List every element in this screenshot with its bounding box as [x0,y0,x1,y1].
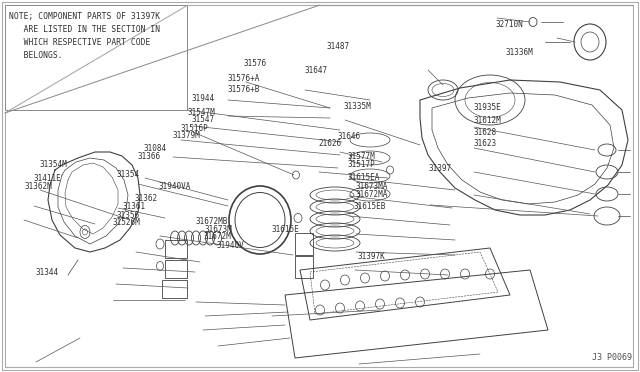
Bar [5,5,187,110]
Text: BELONGS.: BELONGS. [9,51,63,60]
Text: 31615EB: 31615EB [354,202,387,211]
Text: 31615EA: 31615EA [348,173,380,182]
Text: 31672MB: 31672MB [195,217,228,226]
Text: 31397: 31397 [429,164,452,173]
Text: 31646: 31646 [337,132,360,141]
Text: 31547: 31547 [192,115,215,124]
Text: 31517P: 31517P [348,160,375,169]
Text: 31362: 31362 [134,194,157,203]
Text: 31516P: 31516P [180,124,208,133]
Text: 31576+A: 31576+A [227,74,260,83]
Text: 31576+B: 31576+B [227,85,260,94]
Text: 31673MA: 31673MA [355,182,388,191]
Bar [162,280,187,298]
Text: 31576: 31576 [243,59,266,68]
Text: 31673M: 31673M [205,225,232,234]
Text: 31935E: 31935E [474,103,501,112]
Text: 31361: 31361 [123,202,146,211]
Text: 31547M: 31547M [188,108,215,117]
Text: ARE LISTED IN THE SECTION IN: ARE LISTED IN THE SECTION IN [9,25,160,34]
Text: 31362M: 31362M [24,182,52,190]
Text: 31335M: 31335M [343,102,371,110]
Text: 31366: 31366 [138,153,161,161]
Text: 31647: 31647 [305,66,328,75]
Text: WHICH RESPECTIVE PART CODE: WHICH RESPECTIVE PART CODE [9,38,150,47]
Text: 31411E: 31411E [33,174,61,183]
Text: 31944: 31944 [192,94,215,103]
Text: 31940VA: 31940VA [159,182,191,191]
Text: J3 P0069: J3 P0069 [592,353,632,362]
Text: 31577M: 31577M [348,153,375,161]
Bar [295,256,313,278]
Text: 31623: 31623 [474,139,497,148]
Text: 31379M: 31379M [173,131,200,140]
Text: NOTE; COMPONENT PARTS OF 31397K: NOTE; COMPONENT PARTS OF 31397K [9,12,160,21]
Text: 31672M: 31672M [204,232,231,241]
Text: 31487: 31487 [326,42,349,51]
Bar [165,240,187,258]
Text: 31354M: 31354M [40,160,67,169]
Text: 31615E: 31615E [272,225,300,234]
Text: 31628: 31628 [474,128,497,137]
Text: 31354: 31354 [116,170,140,179]
Text: 31940V: 31940V [216,241,244,250]
Text: 31397K: 31397K [357,252,385,261]
Bar [165,260,187,278]
Text: 31612M: 31612M [474,116,501,125]
Text: 31084: 31084 [144,144,167,153]
Text: 31356: 31356 [116,211,140,219]
Text: 31526M: 31526M [112,218,140,227]
Text: 32710N: 32710N [496,20,524,29]
Text: 31672MA: 31672MA [355,190,388,199]
Bar [295,233,313,255]
Text: 31344: 31344 [35,268,58,277]
Text: 21626: 21626 [319,139,342,148]
Text: 31336M: 31336M [506,48,533,57]
